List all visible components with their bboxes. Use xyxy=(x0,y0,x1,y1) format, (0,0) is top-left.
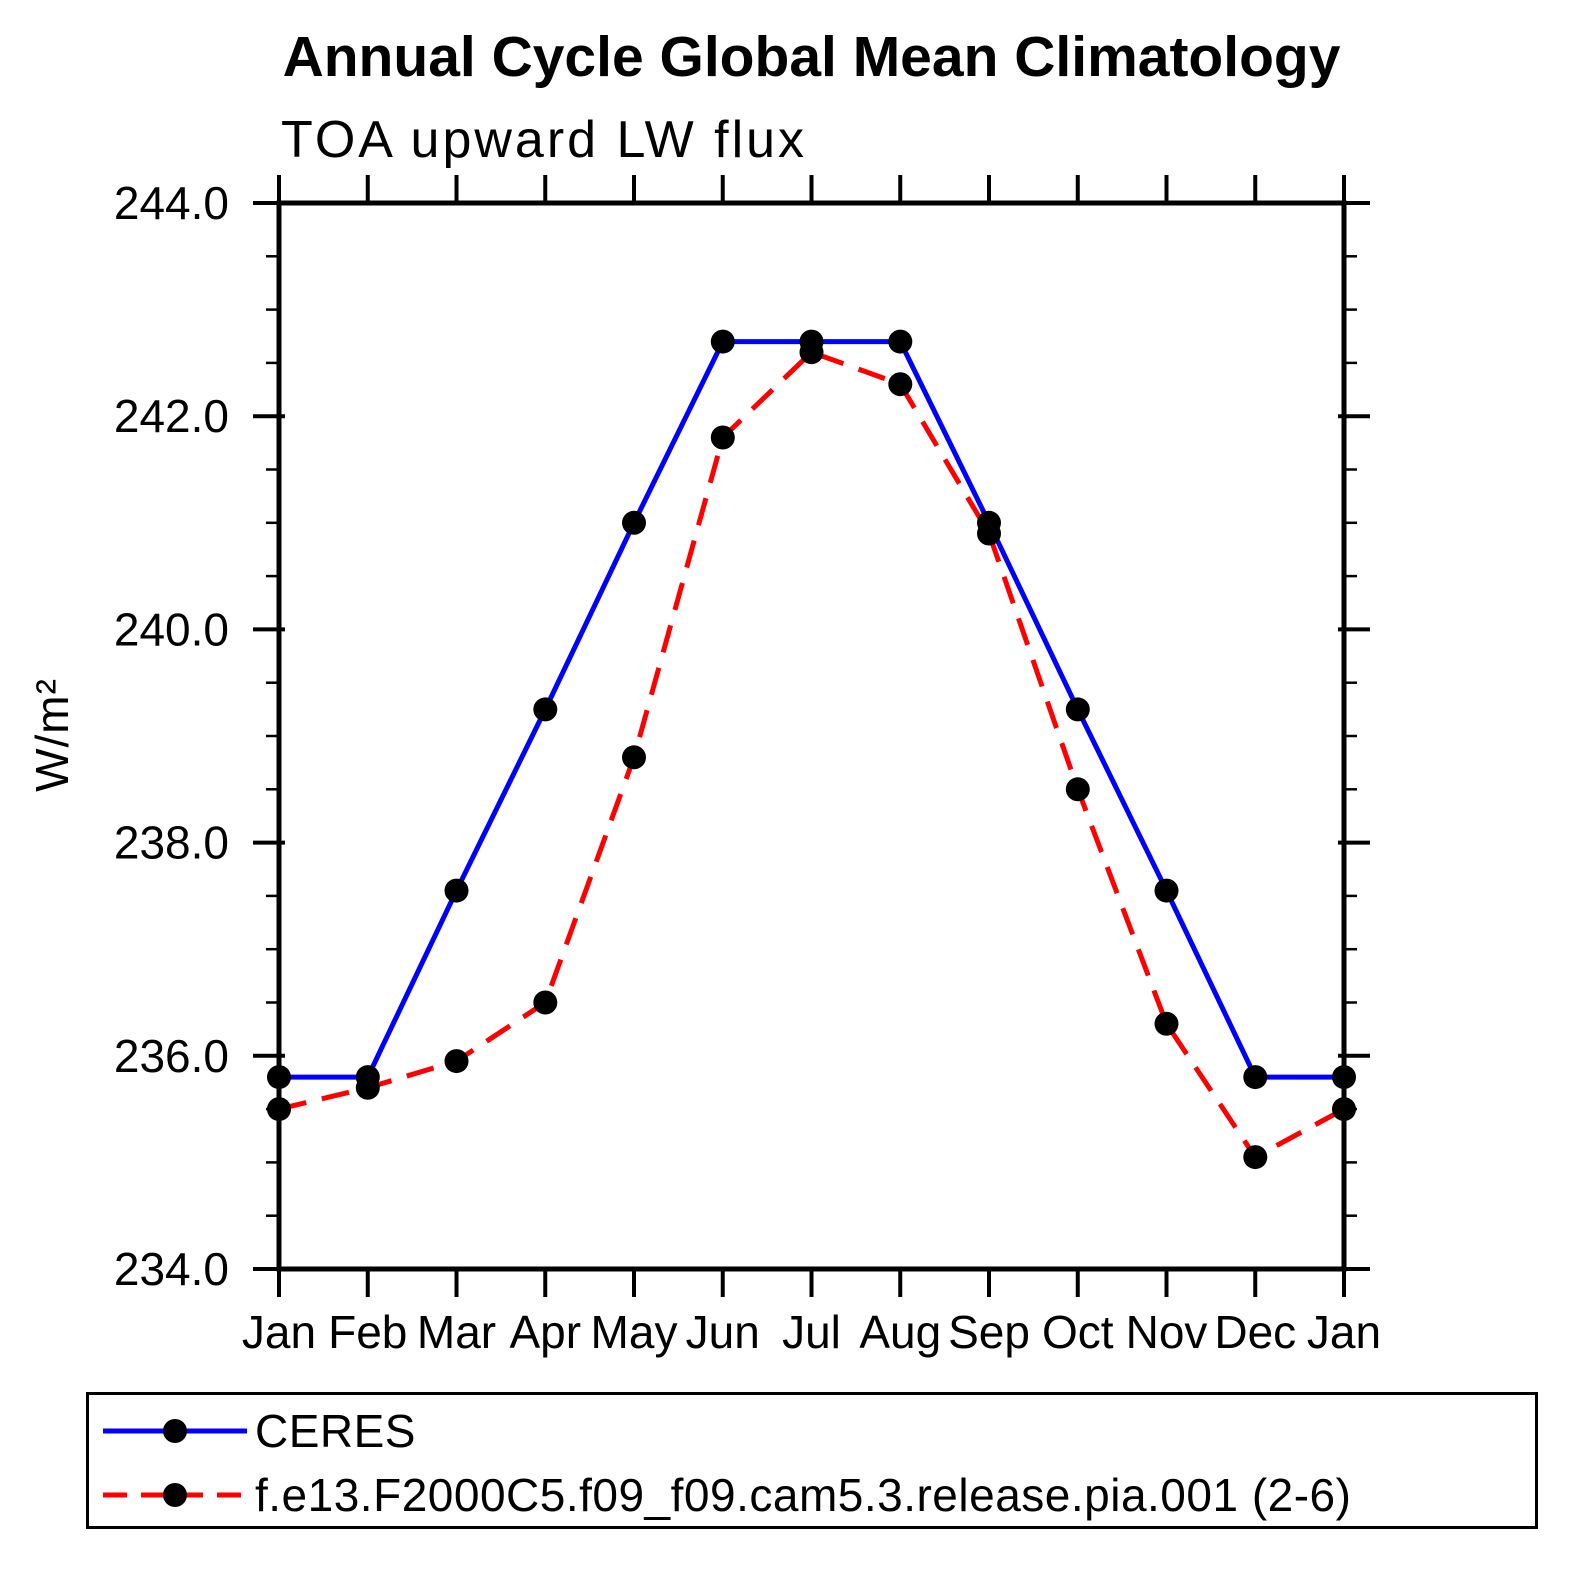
legend: CERES f.e13.F2000C5.f09_f09.cam5.3.relea… xyxy=(86,1392,1538,1529)
data-point-marker-model xyxy=(977,521,1001,546)
series-line-model xyxy=(278,349,1346,1161)
legend-marker-icon xyxy=(163,1483,187,1507)
x-tick-label: Jan xyxy=(1307,1306,1381,1358)
x-tick-label: Jun xyxy=(686,1306,760,1358)
x-tick-label: Dec xyxy=(1214,1306,1296,1358)
x-tick-label: Apr xyxy=(509,1306,581,1358)
data-point-marker-model xyxy=(799,340,824,365)
legend-marker-icon xyxy=(163,1419,187,1443)
x-tick-label: Mar xyxy=(417,1306,496,1358)
y-tick-label: 238.0 xyxy=(114,817,229,869)
x-tick-label: Sep xyxy=(948,1306,1030,1358)
x-tick-label: Feb xyxy=(328,1306,407,1358)
y-tick-label: 244.0 xyxy=(114,177,229,229)
legend-item-ceres: CERES xyxy=(95,1405,416,1457)
legend-line-sample-ceres xyxy=(103,1419,247,1443)
x-tick-label: Aug xyxy=(859,1306,941,1358)
chart-subtitle: TOA upward LW flux xyxy=(281,111,808,169)
data-point-marker-ceres xyxy=(1243,1065,1268,1090)
data-point-marker-ceres xyxy=(267,1065,291,1090)
data-point-marker-ceres xyxy=(710,329,735,354)
data-point-marker-model xyxy=(710,425,735,450)
x-tick-label: May xyxy=(591,1306,678,1358)
legend-line-sample-model xyxy=(103,1483,247,1507)
data-point-marker-ceres xyxy=(622,510,646,535)
y-tick-label: 234.0 xyxy=(114,1243,229,1295)
x-tick-label: Oct xyxy=(1042,1306,1114,1358)
data-point-marker-ceres xyxy=(444,878,469,903)
chart-title: Annual Cycle Global Mean Climatology xyxy=(282,25,1341,89)
data-point-marker-model xyxy=(1065,777,1090,802)
x-tick-label: Jan xyxy=(242,1306,316,1358)
data-point-marker-model xyxy=(444,1049,469,1074)
data-point-marker-model xyxy=(267,1097,291,1122)
y-tick-label: 242.0 xyxy=(114,390,229,442)
data-point-marker-model xyxy=(1332,1097,1356,1122)
data-point-marker-ceres xyxy=(1154,878,1179,903)
legend-label-model: f.e13.F2000C5.f09_f09.cam5.3.release.pia… xyxy=(255,1469,1352,1521)
data-point-marker-model xyxy=(888,372,913,397)
series-line-ceres xyxy=(279,339,1344,1080)
data-point-marker-model xyxy=(355,1075,380,1100)
y-tick-label: 236.0 xyxy=(114,1030,229,1082)
data-point-marker-model xyxy=(1243,1145,1268,1170)
x-tick-label: Jul xyxy=(782,1306,841,1358)
data-point-marker-ceres xyxy=(533,697,558,722)
y-tick-label: 240.0 xyxy=(114,603,229,655)
data-point-marker-model xyxy=(622,745,646,770)
legend-label-ceres: CERES xyxy=(255,1405,416,1457)
data-point-marker-ceres xyxy=(888,329,913,354)
data-point-marker-model xyxy=(1154,1011,1179,1036)
data-point-marker-ceres xyxy=(1332,1065,1356,1090)
x-tick-label: Nov xyxy=(1126,1306,1208,1358)
data-point-marker-model xyxy=(533,990,558,1015)
data-point-marker-ceres xyxy=(1065,697,1090,722)
legend-item-model: f.e13.F2000C5.f09_f09.cam5.3.release.pia… xyxy=(95,1469,1351,1521)
